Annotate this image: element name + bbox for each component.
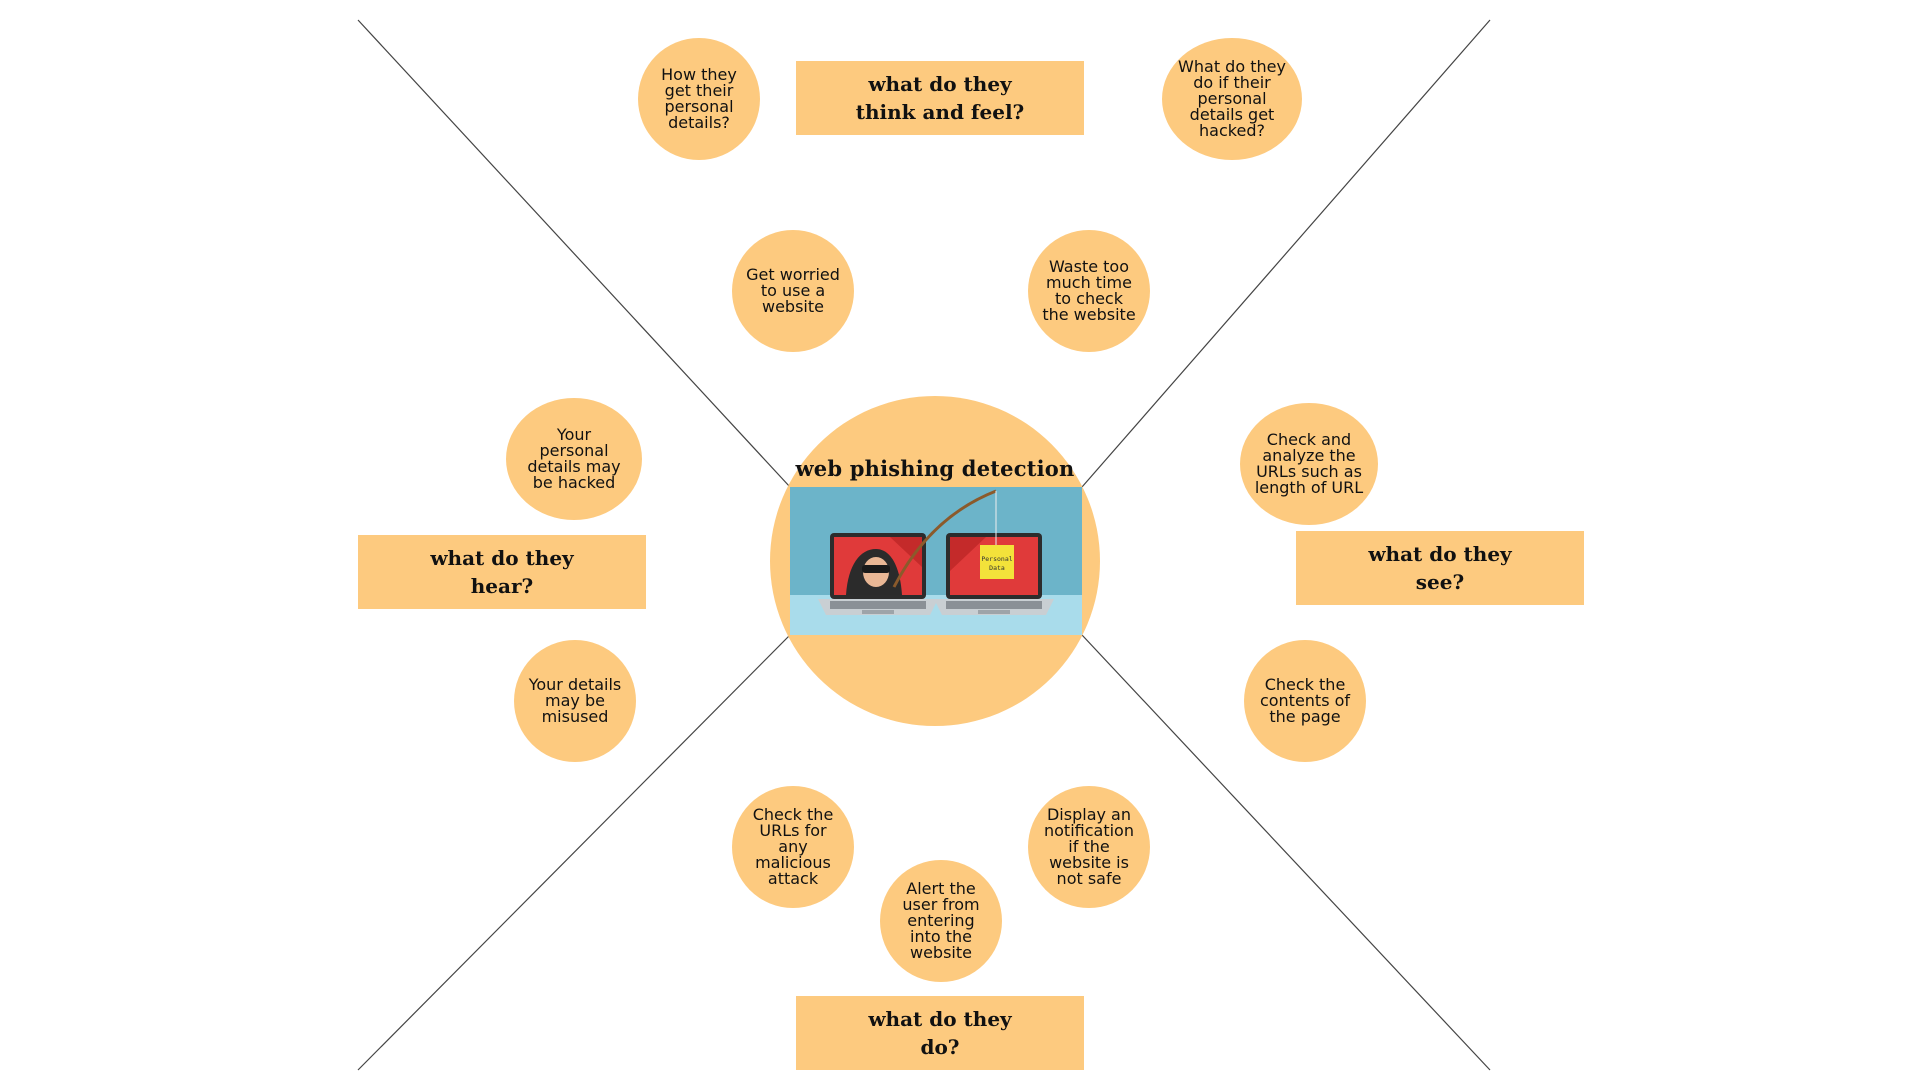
bubble-display-notification: Display an notification if the website i… <box>1028 786 1150 908</box>
bubble-alert-user: Alert the user from entering into the we… <box>880 860 1002 982</box>
do-label: what do they do? <box>796 996 1084 1070</box>
hear-label: what do they hear? <box>358 535 646 609</box>
divider-line-top-left <box>357 19 791 488</box>
bubble-details-may-be-hacked: Your personal details may be hacked <box>506 398 642 520</box>
divider-line-bottom-left <box>357 634 791 1071</box>
bubble-details-may-be-misused: Your details may be misused <box>514 640 636 762</box>
bubble-check-contents: Check the contents of the page <box>1244 640 1366 762</box>
personal-data-note-line2: Data <box>989 564 1005 572</box>
hacker-laptop <box>818 533 938 615</box>
bubble-check-urls-malicious: Check the URLs for any malicious attack <box>732 786 854 908</box>
divider-line-bottom-right <box>1081 634 1491 1071</box>
personal-data-note <box>980 545 1014 579</box>
bubble-check-analyze-urls: Check and analyze the URLs such as lengt… <box>1240 403 1378 525</box>
bubble-how-they-get-details: How they get their personal details? <box>638 38 760 160</box>
personal-data-note-line1: Personal <box>981 555 1012 563</box>
bubble-waste-time: Waste too much time to check the website <box>1028 230 1150 352</box>
see-label: what do they see? <box>1296 531 1584 605</box>
center-title: web phishing detection <box>795 456 1075 481</box>
bubble-what-if-hacked: What do they do if their personal detail… <box>1162 38 1302 160</box>
fishing-rod <box>892 489 997 588</box>
divider-line-top-right <box>1081 19 1491 488</box>
think-feel-label: what do they think and feel? <box>796 61 1084 135</box>
hacker-phishing-illustration: Personal Data <box>790 487 1082 635</box>
bubble-get-worried: Get worried to use a website <box>732 230 854 352</box>
